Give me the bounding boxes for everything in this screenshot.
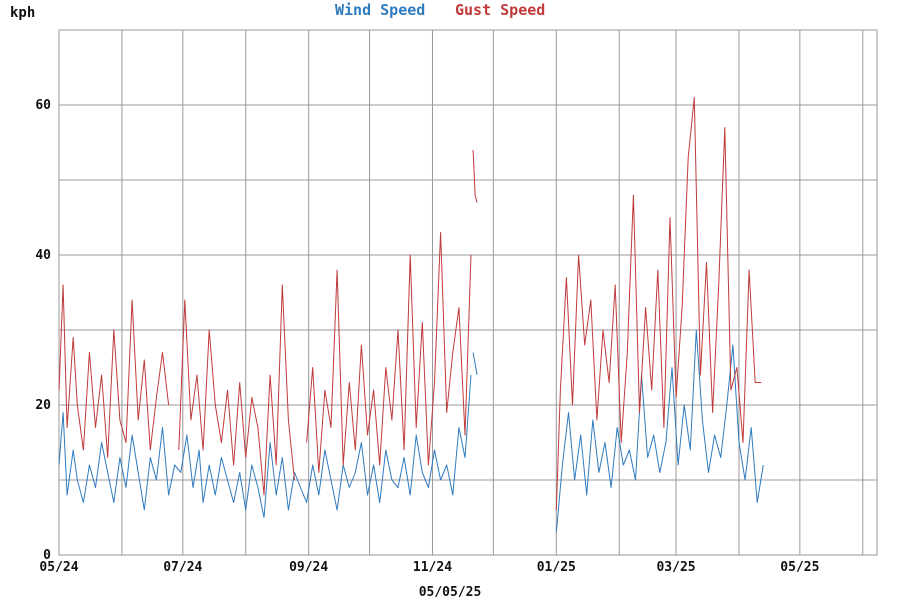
y-tick-label: 0 xyxy=(43,548,51,563)
y-tick-labels: 0 20 40 60 xyxy=(35,98,51,563)
legend-gust-speed: Gust Speed xyxy=(455,1,545,19)
y-axis-unit-label: kph xyxy=(10,5,35,21)
grid xyxy=(59,30,877,555)
x-tick-label: 11/24 xyxy=(413,560,452,575)
series-line-segment xyxy=(178,284,295,496)
x-tick-labels: 05/24 07/24 09/24 11/24 01/25 03/25 05/25 xyxy=(39,560,819,575)
series-line-segment xyxy=(555,329,764,533)
plot-area-frame xyxy=(58,29,878,556)
gust-speed-series xyxy=(58,97,762,511)
series-line-segment xyxy=(58,374,472,518)
series-line-segment xyxy=(555,97,762,511)
legend-wind-speed: Wind Speed xyxy=(335,1,425,19)
y-tick-label: 40 xyxy=(35,248,51,263)
series-line-segment xyxy=(306,232,472,473)
x-tick-label: 01/25 xyxy=(537,560,576,575)
x-tick-label: 07/24 xyxy=(163,560,202,575)
date-label: 05/05/25 xyxy=(419,585,482,600)
series-layer xyxy=(58,97,764,533)
x-tick-label: 09/24 xyxy=(289,560,328,575)
series-line-segment xyxy=(472,352,478,376)
x-tick-label: 05/25 xyxy=(780,560,819,575)
wind-speed-series xyxy=(58,329,764,533)
x-tick-label: 03/25 xyxy=(656,560,695,575)
y-tick-label: 60 xyxy=(35,98,51,113)
series-line-segment xyxy=(58,284,170,458)
x-tick-label: 05/24 xyxy=(39,560,78,575)
y-tick-label: 20 xyxy=(35,398,51,413)
series-line-segment xyxy=(472,149,478,203)
